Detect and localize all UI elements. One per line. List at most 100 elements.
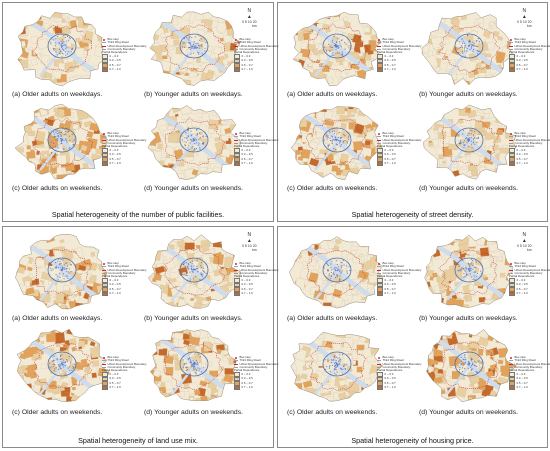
legend-swatch bbox=[102, 54, 108, 59]
legend-title: Partial Dependence bbox=[509, 50, 535, 55]
scale-bar-label: 0 5 10 20 bbox=[242, 20, 257, 24]
choropleth-map: Bus stop Third Ring Road Urban Development… bbox=[417, 324, 550, 408]
legend-swatch bbox=[377, 278, 383, 283]
legend-swatch bbox=[509, 58, 515, 64]
legend-label: Community Boundary bbox=[239, 46, 268, 51]
subfigure-label: (c) Older adults on weekends. bbox=[287, 409, 378, 416]
legend-label: Community Boundary bbox=[514, 270, 543, 275]
scale-unit-label: km bbox=[526, 24, 532, 28]
legend-symbol bbox=[102, 139, 106, 141]
legend-swatch bbox=[377, 381, 383, 386]
legend-symbol bbox=[102, 49, 106, 51]
legend-swatch bbox=[509, 282, 515, 288]
legend-swatch bbox=[377, 58, 383, 64]
legend-symbol bbox=[103, 356, 105, 359]
legend-swatch bbox=[234, 385, 240, 391]
legend-class-label: 0.7 – 1.0 bbox=[241, 67, 253, 72]
legend-symbol bbox=[510, 262, 512, 265]
legend-swatch bbox=[234, 67, 240, 73]
subfigure-label: (b) Younger adults on weekdays. bbox=[144, 91, 243, 98]
legend-class-label: 0.7 – 1.0 bbox=[516, 291, 528, 296]
legend-class-label: 0 – 0.3 bbox=[516, 372, 526, 377]
map-graphic bbox=[15, 233, 108, 310]
legend-swatch bbox=[377, 282, 383, 288]
scale-unit-label: km bbox=[251, 248, 257, 252]
legend-swatch bbox=[509, 67, 515, 73]
legend-symbol bbox=[509, 45, 513, 47]
legend-symbol bbox=[234, 273, 238, 275]
map-legend: Bus stop Third Ring Road Urban Development… bbox=[102, 355, 146, 391]
legend-symbol bbox=[377, 269, 381, 271]
map-graphic bbox=[149, 329, 239, 402]
legend-class-label: 0.5 – 0.7 bbox=[384, 62, 396, 67]
legend-title: Partial Dependence bbox=[509, 144, 535, 149]
legend-swatch bbox=[102, 376, 108, 382]
legend-swatch bbox=[102, 152, 108, 158]
legend-symbol bbox=[509, 42, 513, 44]
legend-symbol bbox=[234, 49, 238, 51]
legend-label: Third Ring Road bbox=[239, 134, 261, 139]
legend-symbol bbox=[103, 38, 105, 41]
legend-symbol bbox=[102, 143, 106, 145]
legend-swatch bbox=[234, 148, 240, 153]
legend-label: Third Ring Road bbox=[107, 40, 129, 45]
legend-class-label: 0 – 0.3 bbox=[516, 278, 526, 283]
legend-swatch bbox=[234, 372, 240, 377]
legend-class-label: 0 – 0.3 bbox=[241, 54, 251, 59]
legend-class-label: 0.5 – 0.7 bbox=[384, 156, 396, 161]
legend-class-label: 0.3 – 0.5 bbox=[241, 58, 253, 63]
legend-label: Urban Development Boundary bbox=[514, 43, 550, 48]
choropleth-map: Bus stop Third Ring Road Urban Development… bbox=[285, 6, 421, 90]
legend-class-label: 0 – 0.3 bbox=[109, 372, 119, 377]
map-graphic bbox=[147, 105, 242, 180]
subfigure-label: (a) Older adults on weekdays. bbox=[12, 315, 103, 322]
legend-symbol bbox=[234, 266, 238, 268]
legend-symbol bbox=[234, 367, 238, 369]
legend-label: Community Boundary bbox=[107, 270, 136, 275]
legend-swatch bbox=[102, 157, 108, 162]
legend-label: Urban Development Boundary bbox=[239, 267, 279, 272]
legend-swatch bbox=[234, 54, 240, 59]
legend-label: Urban Development Boundary bbox=[514, 361, 550, 366]
map-legend: Bus stop Third Ring Road Urban Development… bbox=[234, 37, 278, 73]
choropleth-map: Bus stop Third Ring Road Urban Development… bbox=[285, 324, 421, 408]
legend-title: Partial Dependence bbox=[509, 368, 535, 373]
choropleth-map: Bus stop Third Ring Road Urban Development… bbox=[417, 100, 550, 184]
legend-label: Third Ring Road bbox=[107, 358, 129, 363]
legend-swatch bbox=[509, 157, 515, 162]
map-graphic bbox=[424, 234, 513, 308]
legend-symbol bbox=[510, 356, 512, 359]
north-arrow-scale: N ▲ 0 5 10 20 km bbox=[242, 232, 257, 252]
subfigure-label: (c) Older adults on weekends. bbox=[287, 185, 378, 192]
subfigure-label: (b) Younger adults on weekdays. bbox=[144, 315, 243, 322]
legend-swatch bbox=[377, 376, 383, 382]
legend-label: Bus stop bbox=[239, 261, 251, 265]
subfigure-label: (d) Younger adults on weekends. bbox=[419, 409, 519, 416]
figure-caption: Spatial heterogeneity of housing price. bbox=[351, 436, 474, 445]
legend-swatch bbox=[234, 157, 240, 162]
legend-label: Bus stop bbox=[107, 261, 119, 265]
legend-label: Urban Development Boundary bbox=[382, 361, 422, 366]
map-graphic bbox=[290, 106, 383, 181]
legend-class-label: 0.3 – 0.5 bbox=[109, 282, 121, 287]
legend-symbol bbox=[102, 360, 106, 362]
legend-class-label: 0.5 – 0.7 bbox=[109, 286, 121, 291]
legend-class-label: 0 – 0.3 bbox=[241, 148, 251, 153]
subfigure-label: (a) Older adults on weekdays. bbox=[287, 315, 378, 322]
legend-label: Community Boundary bbox=[239, 364, 268, 369]
figure-caption: Spatial heterogeneity of land use mix. bbox=[78, 436, 198, 445]
choropleth-map: Bus stop Third Ring Road Urban Development… bbox=[10, 6, 146, 90]
legend-symbol bbox=[509, 273, 513, 275]
legend-label: Community Boundary bbox=[382, 46, 411, 51]
legend-title: Partial Dependence bbox=[102, 50, 128, 55]
legend-symbol bbox=[377, 45, 381, 47]
legend-label: Third Ring Road bbox=[382, 358, 404, 363]
legend-label: Bus stop bbox=[382, 261, 394, 265]
legend-symbol bbox=[509, 269, 513, 271]
map-legend: Bus stop Third Ring Road Urban Development… bbox=[234, 355, 278, 391]
legend-class-label: 0.5 – 0.7 bbox=[241, 286, 253, 291]
legend-swatch bbox=[377, 385, 383, 391]
choropleth-map: Bus stop Third Ring Road Urban Development… bbox=[417, 6, 550, 90]
map-graphic bbox=[426, 329, 517, 403]
legend-symbol bbox=[234, 363, 238, 365]
